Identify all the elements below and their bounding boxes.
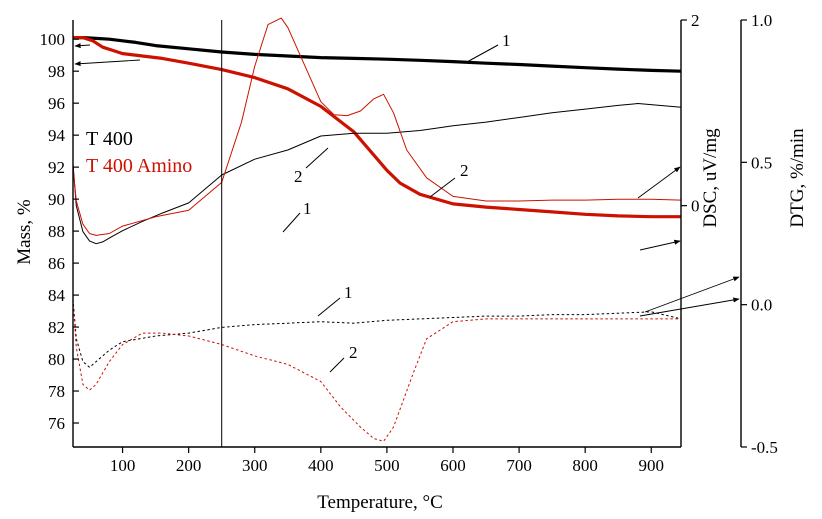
legend-t400: T 400 [86,128,133,150]
mass-tick-label: 100 [40,30,66,49]
series-t-400-mass-tg [73,36,682,73]
mass-tick-label: 96 [48,94,65,113]
dsc-axis-title: DSC, uV/mg [700,128,721,228]
label-2-mass-amino: 2 [460,161,469,180]
x-axis-title: Temperature, °C [317,492,443,513]
x-ticks: 100 200 300 400 500 600 700 800 900 [110,447,664,475]
dtg-ticks: -0.5 0.0 0.5 1.0 [741,11,778,457]
x-tick-label: 900 [639,456,665,475]
curve-annotations [282,44,499,373]
mass-tick-label: 78 [48,382,65,401]
series-layer [72,17,682,442]
mass-tick-label: 82 [48,318,65,337]
x-tick-label: 300 [242,456,268,475]
legend-t400-amino: T 400 Amino [86,155,192,177]
mass-tick-label: 98 [48,62,65,81]
mass-tick-label: 88 [48,222,65,241]
axis-pointer-arrows [74,43,740,317]
series-t-400-amino-dsc [72,17,682,236]
label-1-dsc: 1 [303,199,312,218]
label-2-dtg: 2 [349,343,358,362]
mass-ticks: 76 78 80 82 84 86 88 90 92 94 96 98 100 [40,30,79,433]
mass-tick-label: 80 [48,350,65,369]
mass-tick-label: 76 [48,414,65,433]
series-t-400-amino-mass-tg [73,36,681,219]
x-tick-label: 200 [176,456,202,475]
mass-tick-label: 84 [48,286,66,305]
mass-tick-label: 94 [48,126,66,145]
x-tick-label: 600 [440,456,466,475]
dtg-tick-label: 0.0 [751,296,772,315]
dtg-tick-label: 0.5 [751,153,772,172]
dsc-ticks: 02 [681,11,700,216]
mass-tick-label: 86 [48,254,65,273]
x-tick-label: 500 [374,456,400,475]
dsc-tick-label: 2 [691,11,700,30]
label-2-dsc-peak: 2 [294,167,303,186]
x-tick-label: 400 [308,456,334,475]
series-t-400-amino-dtg [72,298,681,442]
dsc-tick-label: 0 [691,197,700,216]
x-tick-label: 700 [506,456,532,475]
mass-tick-label: 92 [48,158,65,177]
label-1-dtg: 1 [344,283,353,302]
dtg-axis-title: DTG, %/min [787,128,808,228]
mass-tick-label: 90 [48,190,65,209]
series-t-400-dsc [72,103,682,245]
x-tick-label: 100 [110,456,136,475]
x-tick-label: 800 [572,456,598,475]
dtg-tick-label: 1.0 [751,11,772,30]
series-t-400-dtg [72,298,682,368]
mass-axis-title: Mass, % [14,199,35,265]
label-1-mass: 1 [502,31,511,50]
dtg-tick-label: -0.5 [751,438,778,457]
